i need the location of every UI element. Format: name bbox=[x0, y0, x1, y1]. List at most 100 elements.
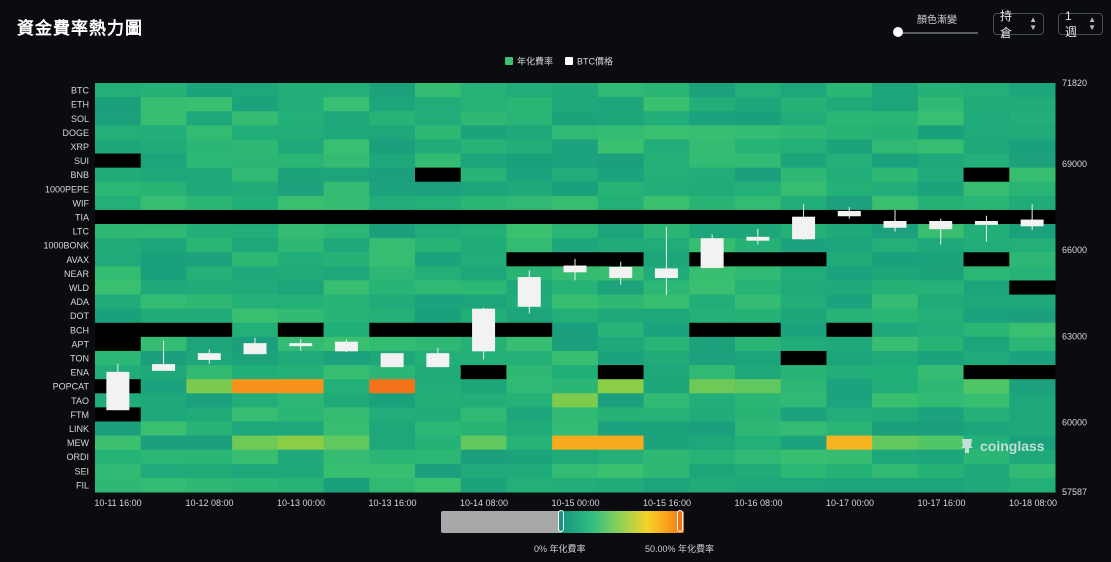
colorbar-max-label: 50.00% 年化費率 bbox=[645, 544, 715, 554]
heatmap-cell bbox=[232, 407, 279, 422]
heatmap-cell bbox=[552, 350, 599, 366]
heatmap-cell bbox=[460, 111, 507, 126]
heatmap-cell bbox=[643, 407, 690, 422]
heatmap-cell bbox=[186, 224, 233, 239]
heatmap-cell bbox=[735, 350, 782, 366]
heatmap-cell bbox=[597, 365, 645, 380]
heatmap-cell bbox=[597, 125, 645, 140]
heatmap-cell bbox=[597, 336, 645, 352]
heatmap-cell bbox=[277, 322, 325, 338]
heatmap-cell bbox=[460, 463, 507, 479]
heatmap-cell bbox=[689, 280, 736, 296]
heatmap-cell bbox=[369, 83, 416, 98]
heatmap-cell bbox=[95, 350, 142, 366]
heatmap-cell bbox=[506, 463, 553, 479]
candle-body bbox=[792, 216, 816, 240]
heatmap-cell bbox=[597, 350, 645, 366]
heatmap-cell bbox=[323, 308, 370, 324]
heatmap-cell bbox=[277, 139, 325, 155]
heatmap-cell bbox=[689, 83, 736, 98]
heatmap-cell bbox=[963, 336, 1010, 352]
heatmap-cell bbox=[597, 209, 645, 225]
heatmap-cell bbox=[735, 449, 782, 465]
heatmap-cell bbox=[872, 336, 919, 352]
heatmap-cell bbox=[735, 252, 782, 267]
heatmap-cell bbox=[95, 280, 142, 296]
heatmap-cell bbox=[872, 266, 919, 281]
heatmap-cell bbox=[323, 463, 370, 479]
heatmap-cell bbox=[415, 379, 462, 394]
slider-track[interactable] bbox=[898, 32, 978, 34]
heatmap-cell bbox=[186, 181, 233, 197]
heatmap-cell bbox=[643, 393, 690, 408]
heatmap-cell bbox=[186, 379, 233, 394]
row-label-link: LINK bbox=[69, 424, 89, 434]
heatmap-cell bbox=[689, 463, 736, 479]
slider-thumb[interactable] bbox=[893, 27, 903, 37]
heatmap-cell bbox=[780, 308, 827, 324]
row-label-mew: MEW bbox=[67, 438, 90, 448]
heatmap-cell bbox=[277, 83, 325, 98]
heatmap-cell bbox=[369, 308, 416, 324]
row-label-eth: ETH bbox=[71, 100, 89, 110]
heatmap-cell bbox=[277, 407, 325, 422]
heatmap-cell bbox=[735, 195, 782, 211]
color-gradient-slider[interactable]: 顏色漸變 bbox=[893, 11, 981, 41]
y-right-tick-label: 69000 bbox=[1062, 159, 1087, 169]
candle-body bbox=[243, 343, 267, 355]
heatmap-cell bbox=[872, 238, 919, 253]
period-select[interactable]: 1週 ▲ ▼ bbox=[1058, 9, 1103, 39]
heatmap-cell bbox=[186, 421, 233, 437]
candle-body bbox=[974, 221, 998, 225]
heatmap-cell bbox=[780, 435, 827, 451]
heatmap-cell bbox=[780, 252, 827, 267]
heatmap-cell bbox=[506, 224, 553, 239]
heatmap-cell bbox=[872, 435, 919, 451]
heatmap-cell bbox=[597, 153, 645, 169]
type-select[interactable]: 持倉 ▲ ▼ bbox=[993, 9, 1044, 40]
candle-body bbox=[700, 238, 724, 268]
heatmap-cell bbox=[186, 195, 233, 211]
candle-body bbox=[426, 353, 450, 368]
heatmap-cell bbox=[917, 407, 965, 422]
heatmap-cell bbox=[552, 379, 599, 394]
heatmap-cell bbox=[460, 294, 507, 310]
heatmap-cell bbox=[506, 421, 553, 437]
heatmap-cell bbox=[1009, 393, 1056, 408]
heatmap-cell bbox=[369, 97, 416, 112]
heatmap-cell bbox=[826, 393, 873, 408]
colorbar-max-handle[interactable] bbox=[677, 510, 683, 532]
heatmap-cell bbox=[872, 477, 919, 493]
heatmap-cell bbox=[689, 209, 736, 225]
heatmap-cell bbox=[643, 379, 690, 394]
heatmap-cell bbox=[186, 238, 233, 253]
heatmap-cell bbox=[917, 209, 965, 225]
heatmap-cell bbox=[552, 125, 599, 140]
heatmap-cell bbox=[323, 393, 370, 408]
heatmap-cell bbox=[872, 463, 919, 479]
heatmap-cell bbox=[323, 322, 370, 338]
colorbar[interactable] bbox=[441, 510, 684, 533]
heatmap-cell bbox=[963, 280, 1010, 296]
y-right-tick-label: 63000 bbox=[1062, 331, 1087, 341]
heatmap-cell bbox=[552, 463, 599, 479]
heatmap-cell bbox=[735, 181, 782, 197]
colorbar-min-handle[interactable] bbox=[558, 510, 564, 532]
heatmap-cell bbox=[460, 153, 507, 169]
heatmap-cell bbox=[415, 336, 462, 352]
heatmap-cell bbox=[186, 252, 233, 267]
heatmap-cell bbox=[780, 280, 827, 296]
heatmap-cell bbox=[552, 195, 599, 211]
heatmap-cell bbox=[735, 139, 782, 155]
heatmap-cell bbox=[186, 97, 233, 112]
heatmap-cell bbox=[643, 449, 690, 465]
heatmap-cell bbox=[689, 407, 736, 422]
heatmap-cell bbox=[735, 308, 782, 324]
heatmap-cell bbox=[917, 435, 965, 451]
heatmap-cell bbox=[415, 238, 462, 253]
heatmap-cell bbox=[415, 435, 462, 451]
heatmap-cell bbox=[917, 463, 965, 479]
heatmap-cell bbox=[1009, 111, 1056, 126]
heatmap-cell bbox=[780, 238, 827, 253]
